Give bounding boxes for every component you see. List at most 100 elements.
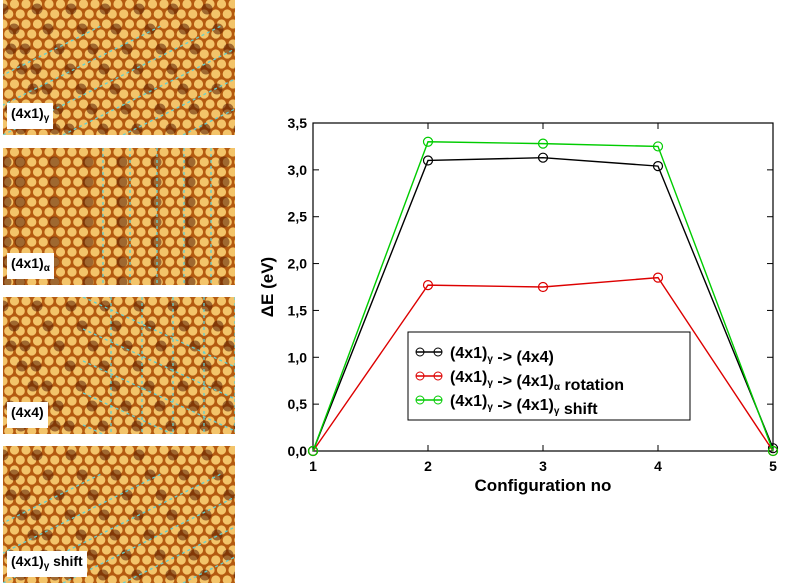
atom-dot xyxy=(142,109,152,119)
atom-dot xyxy=(21,207,31,217)
dark-spot xyxy=(65,3,77,15)
atom-dot xyxy=(4,575,14,583)
atom-dot xyxy=(55,207,66,217)
atom-dot xyxy=(130,109,140,119)
atom-dot xyxy=(199,237,209,247)
data-point xyxy=(422,280,434,291)
atom-dot xyxy=(153,426,163,434)
atom-dot xyxy=(176,49,186,59)
atom-dot xyxy=(61,475,71,485)
legend-box xyxy=(407,331,691,421)
atom-dot xyxy=(113,187,123,197)
dark-spot xyxy=(75,380,87,392)
atom-dot xyxy=(182,565,192,575)
atom-dot xyxy=(90,416,100,426)
x-tick-label: 4 xyxy=(654,458,662,474)
atom-dot xyxy=(188,426,198,434)
dark-spot xyxy=(201,3,213,15)
legend-marker xyxy=(433,395,443,405)
dark-spot xyxy=(212,23,224,35)
atom-dot xyxy=(3,19,8,29)
atom-dot xyxy=(55,0,66,9)
atom-dot xyxy=(67,19,77,29)
atom-dot xyxy=(188,366,198,376)
atom-dot xyxy=(55,79,66,89)
atom-dot xyxy=(228,59,235,69)
dark-spot xyxy=(97,123,109,135)
dark-spot xyxy=(99,449,111,461)
atom-dot xyxy=(67,485,77,495)
atom-dot xyxy=(228,119,235,129)
atom-dot xyxy=(228,207,235,217)
atom-dot xyxy=(9,0,20,9)
atom-dot xyxy=(124,59,135,69)
atom-dot xyxy=(50,535,60,545)
atom-dot xyxy=(55,297,66,306)
atom-dot xyxy=(216,336,227,346)
atom-dot xyxy=(84,455,94,465)
atom-dot xyxy=(170,465,181,475)
atom-dot xyxy=(142,277,152,285)
atom-dot xyxy=(84,69,94,79)
atom-dot xyxy=(96,89,106,99)
atom-dot xyxy=(96,49,106,59)
atom-dot xyxy=(67,79,77,89)
atom-dot xyxy=(211,129,221,135)
legend-label: (4x1)γ -> (4x1)α rotation xyxy=(450,369,624,394)
atom-dot xyxy=(21,297,31,306)
atom-dot xyxy=(44,505,54,515)
atom-dot xyxy=(234,497,235,503)
atom-dot xyxy=(78,485,89,495)
atom-dot xyxy=(119,426,129,434)
dark-spot xyxy=(143,83,155,95)
atom-dot xyxy=(113,297,123,306)
atom-dot xyxy=(170,267,181,277)
data-point xyxy=(422,155,434,166)
atom-dot xyxy=(165,109,175,119)
atom-dot xyxy=(3,316,8,326)
dark-spot xyxy=(178,320,190,332)
dark-spot xyxy=(218,236,230,248)
atom-dot xyxy=(182,207,192,217)
dark-spot xyxy=(177,380,189,392)
dark-spot xyxy=(143,380,155,392)
atom-dot xyxy=(170,79,181,89)
y-tick-label: 3,0 xyxy=(288,162,308,178)
atom-dot xyxy=(101,39,112,49)
dark-spot xyxy=(8,23,20,35)
atom-dot xyxy=(90,19,100,29)
atom-dot xyxy=(73,177,83,187)
dark-spot xyxy=(76,23,88,35)
atom-dot xyxy=(15,89,25,99)
dark-spot xyxy=(41,529,53,541)
atom-dot xyxy=(142,455,152,465)
dark-spot xyxy=(87,489,99,501)
dark-spot xyxy=(144,23,156,35)
atom-dot xyxy=(159,19,169,29)
atom-dot xyxy=(61,257,71,267)
atom-dot xyxy=(199,555,209,565)
dark-spot xyxy=(52,400,64,412)
atom-dot xyxy=(165,555,175,565)
atom-dot xyxy=(216,485,227,495)
data-point xyxy=(537,138,549,149)
atom-dot xyxy=(159,525,169,535)
atom-dot xyxy=(228,247,235,257)
dark-spot xyxy=(14,176,26,188)
atom-dot xyxy=(228,187,235,197)
atom-dot xyxy=(182,119,192,129)
dark-spot xyxy=(188,549,200,561)
atom-dot xyxy=(67,247,77,257)
atom-dot xyxy=(107,9,117,19)
atom-dot xyxy=(90,187,100,197)
legend-marker xyxy=(433,371,443,381)
dark-spot xyxy=(48,176,60,188)
guide-line xyxy=(3,24,224,135)
atom-dot xyxy=(199,157,209,167)
dark-spot xyxy=(63,123,75,135)
atom-dot xyxy=(142,555,152,565)
atom-dot xyxy=(205,227,215,237)
atom-dot xyxy=(73,129,83,135)
dark-spot xyxy=(30,63,42,75)
atom-dot xyxy=(113,119,123,129)
